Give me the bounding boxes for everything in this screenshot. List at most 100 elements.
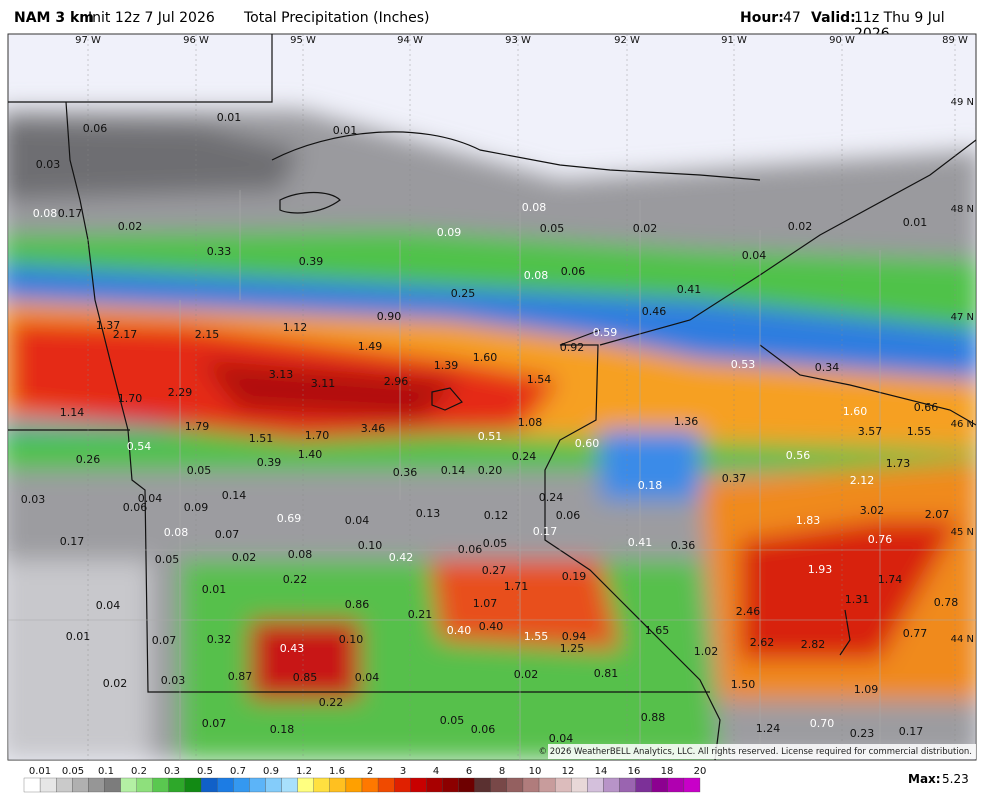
point-label: 0.26	[76, 453, 101, 466]
point-label: 1.70	[305, 429, 330, 442]
point-label: 0.05	[187, 464, 212, 477]
colorbar-swatch	[88, 777, 105, 793]
point-label: 2.17	[113, 328, 138, 341]
point-label: 0.60	[575, 437, 600, 450]
point-label: 0.04	[96, 599, 121, 612]
valid-label: Valid:	[811, 10, 856, 26]
point-label: 0.24	[539, 491, 564, 504]
lon-label: 92 W	[614, 35, 640, 46]
copyright: © 2026 WeatherBELL Analytics, LLC. All r…	[539, 747, 972, 757]
colorbar-label: 1.2	[296, 766, 312, 777]
point-label: 1.25	[560, 642, 585, 655]
point-label: 3.02	[860, 504, 885, 517]
max-value: 5.23	[942, 772, 969, 786]
point-label: 0.08	[288, 548, 313, 561]
point-label: 2.15	[195, 328, 220, 341]
point-label: 0.56	[786, 449, 811, 462]
lat-label: 48 N	[951, 204, 974, 215]
point-label: 0.03	[21, 493, 46, 506]
lat-label: 45 N	[951, 527, 974, 538]
colorbar-label: 3	[400, 766, 406, 777]
point-label: 0.05	[483, 537, 508, 550]
point-label: 0.22	[319, 696, 344, 709]
lon-label: 93 W	[505, 35, 531, 46]
point-label: 0.85	[293, 671, 318, 684]
point-label: 0.34	[815, 361, 840, 374]
point-label: 1.93	[808, 563, 833, 576]
point-label: 0.39	[299, 255, 324, 268]
point-label: 0.14	[222, 489, 247, 502]
graticule: 97 W 96 W 95 W 94 W 93 W 92 W 91 W 90 W 89 W 49 N…	[75, 34, 974, 760]
point-label: 0.08	[522, 201, 547, 214]
point-label: 0.76	[868, 533, 893, 546]
point-label: 0.01	[202, 583, 227, 596]
point-label: 1.74	[878, 573, 903, 586]
point-label: 0.24	[512, 450, 537, 463]
point-label: 0.88	[641, 711, 666, 724]
point-label: 0.59	[593, 326, 618, 339]
point-label: 0.40	[447, 624, 472, 637]
point-label: 0.54	[127, 440, 152, 453]
point-label: 2.07	[925, 508, 950, 521]
colorbar-label: 2	[367, 766, 373, 777]
point-label: 2.12	[850, 474, 875, 487]
point-label: 1.65	[645, 624, 670, 637]
point-label: 0.05	[540, 222, 565, 235]
colorbar-swatch	[619, 777, 636, 793]
point-label: 0.90	[377, 310, 402, 323]
point-label: 1.07	[473, 597, 498, 610]
point-label: 1.39	[434, 359, 459, 372]
point-label: 1.24	[756, 722, 781, 735]
point-label: 1.36	[674, 415, 699, 428]
lat-label: 44 N	[951, 634, 974, 645]
point-label: 3.11	[311, 377, 336, 390]
point-label: 3.46	[361, 422, 386, 435]
point-label: 0.39	[257, 456, 282, 469]
point-label: 1.49	[358, 340, 383, 353]
colorbar-label: 8	[499, 766, 505, 777]
colorbar-swatch	[506, 777, 524, 793]
point-label: 0.06	[556, 509, 581, 522]
point-label: 0.10	[339, 633, 364, 646]
colorbar-swatch	[104, 777, 121, 793]
point-label: 0.13	[416, 507, 441, 520]
lon-label: 89 W	[942, 35, 968, 46]
colorbar-label: 0.9	[263, 766, 279, 777]
point-label: 1.51	[249, 432, 274, 445]
point-label: 1.73	[886, 457, 911, 470]
point-label: 0.03	[36, 158, 61, 171]
max-label: Max:	[908, 772, 941, 786]
point-label: 0.33	[207, 245, 232, 258]
colorbar-swatch	[538, 777, 556, 793]
lon-label: 94 W	[397, 35, 423, 46]
colorbar-swatch	[683, 777, 701, 793]
point-label: 0.19	[562, 570, 587, 583]
colorbar-swatch	[667, 777, 685, 793]
point-label: 0.36	[393, 466, 418, 479]
point-label: 0.01	[903, 216, 928, 229]
point-label: 0.27	[482, 564, 507, 577]
colorbar-swatch	[297, 777, 314, 793]
point-label: 0.20	[478, 464, 503, 477]
colorbar-swatch	[233, 777, 250, 793]
point-label: 0.01	[333, 124, 358, 137]
point-label: 0.41	[628, 536, 653, 549]
hour: 47	[783, 10, 801, 26]
colorbar-swatch	[313, 777, 330, 793]
point-label: 2.62	[750, 636, 775, 649]
lat-label: 46 N	[951, 419, 974, 430]
point-label: 0.37	[722, 472, 747, 485]
colorbar-label: 12	[562, 766, 575, 777]
point-label: 0.02	[633, 222, 658, 235]
point-label: 0.01	[66, 630, 91, 643]
colorbar-swatch	[56, 777, 73, 793]
point-label: 0.17	[533, 525, 558, 538]
point-label: 0.22	[283, 573, 308, 586]
point-label: 1.79	[185, 420, 210, 433]
colorbar-swatch	[474, 777, 491, 793]
point-label: 0.08	[164, 526, 189, 539]
point-label: 0.05	[155, 553, 180, 566]
colorbar: 0.01 0.05 0.1 0.2 0.3 0.5 0.7 0.9 1.2 1.6 2 3 4 6 8 10 1…	[23, 766, 706, 793]
colorbar-label: 0.7	[230, 766, 246, 777]
